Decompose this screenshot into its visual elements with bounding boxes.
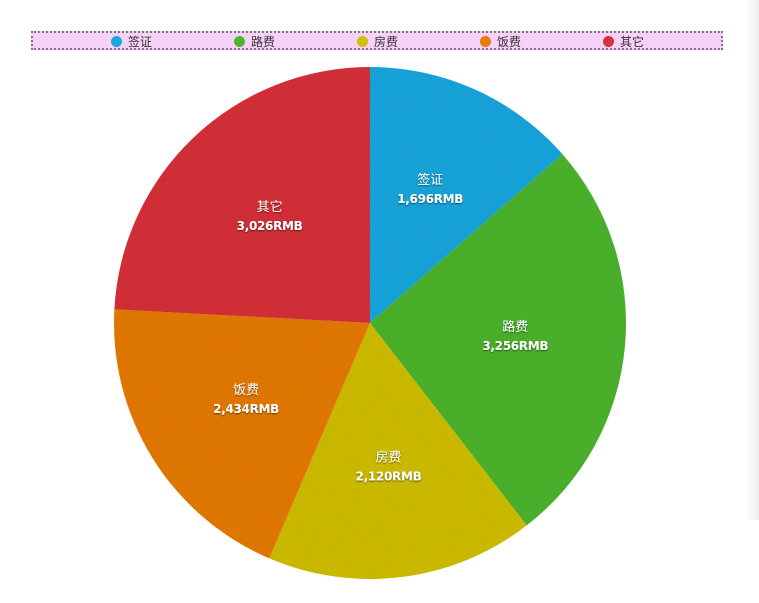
- legend-label-travel: 路费: [251, 35, 276, 49]
- slice-value-visa: 1,696RMB: [397, 192, 463, 206]
- legend-label-visa: 签证: [128, 35, 153, 49]
- slice-label-meals: 饭费: [233, 383, 259, 398]
- legend-item-meals[interactable]: 饭费: [480, 34, 521, 49]
- slice-value-lodging: 2,120RMB: [356, 470, 422, 484]
- pie-slice-other[interactable]: [114, 67, 371, 323]
- legend-label-lodging: 房费: [374, 35, 399, 49]
- slice-label-travel: 路费: [502, 319, 528, 335]
- slice-label-lodging: 房费: [375, 450, 401, 466]
- page-edge-shadow: [745, 0, 759, 520]
- legend-swatch-lodging: [357, 36, 368, 47]
- slice-value-other: 3,026RMB: [237, 219, 303, 233]
- pie-slice-meals[interactable]: [114, 309, 370, 559]
- legend-item-travel[interactable]: 路费: [234, 34, 275, 49]
- legend-item-other[interactable]: 其它: [603, 34, 644, 49]
- slice-label-other: 其它: [257, 199, 283, 215]
- pie-slice-travel[interactable]: [370, 154, 627, 526]
- legend-label-meals: 饭费: [497, 35, 522, 49]
- pie-slice-visa[interactable]: [370, 67, 563, 323]
- slice-value-meals: 2,434RMB: [213, 402, 279, 416]
- legend-item-visa[interactable]: 签证: [111, 34, 152, 49]
- chart-legend: 签证 路费 房费 饭费 其它: [31, 31, 723, 50]
- slice-value-travel: 3,256RMB: [482, 339, 548, 353]
- legend-swatch-visa: [111, 36, 122, 47]
- pie-slice-lodging[interactable]: [269, 323, 527, 580]
- legend-swatch-travel: [234, 36, 245, 47]
- legend-item-lodging[interactable]: 房费: [357, 34, 398, 49]
- legend-swatch-other: [603, 36, 614, 47]
- legend-swatch-meals: [480, 36, 491, 47]
- slice-label-visa: 签证: [417, 172, 443, 188]
- legend-label-other: 其它: [620, 35, 645, 49]
